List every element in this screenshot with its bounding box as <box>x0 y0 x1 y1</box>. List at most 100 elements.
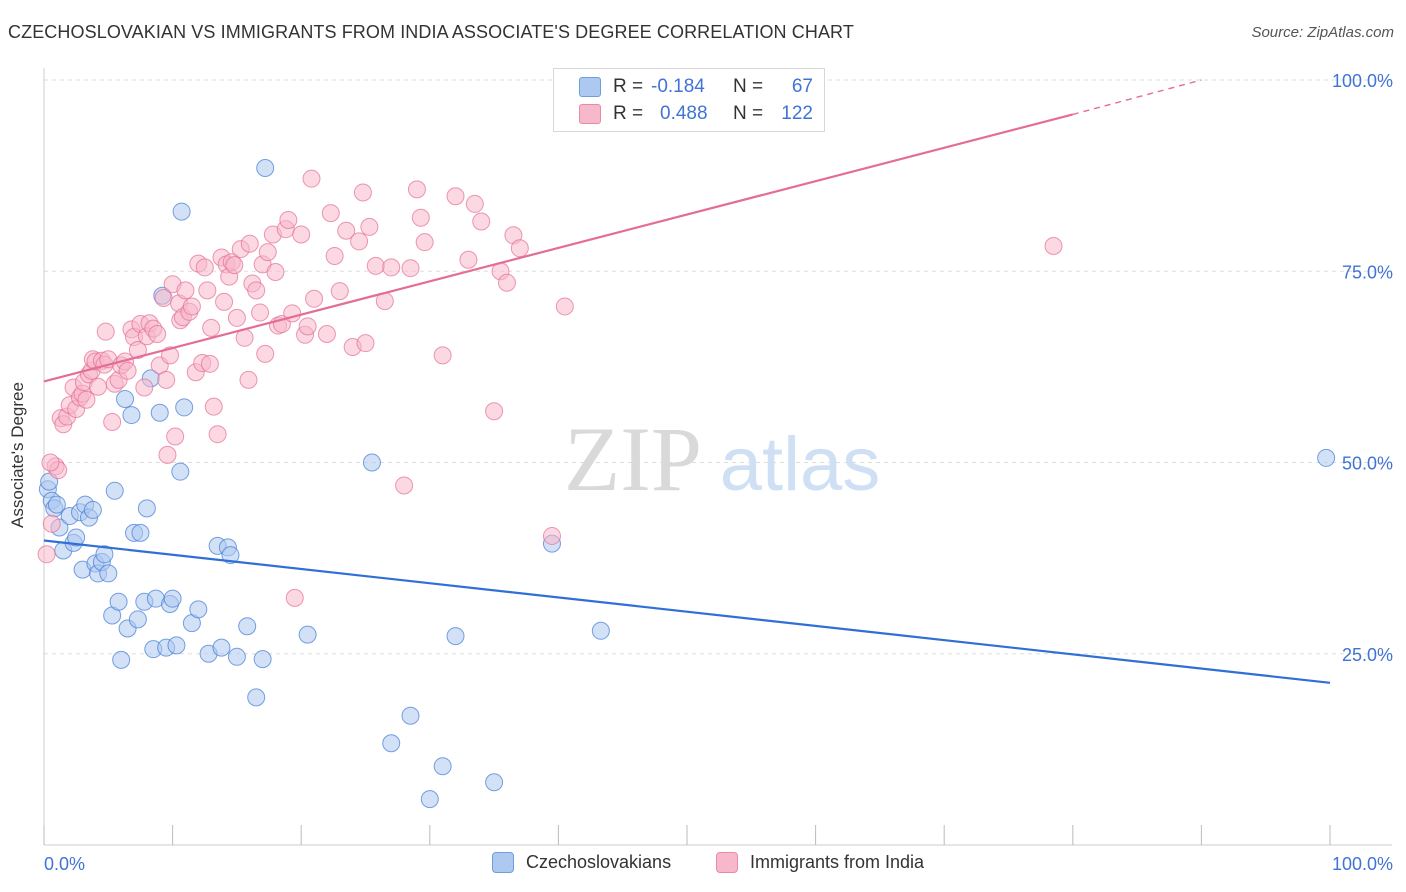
india-point <box>77 390 96 409</box>
zipatlas-watermark: ZIP atlas <box>564 408 880 510</box>
x-tick-label: 100.0% <box>1332 854 1393 874</box>
y-tick-label: 25.0% <box>1342 645 1393 665</box>
india-point <box>37 545 56 564</box>
india-point <box>227 308 246 327</box>
india-point <box>118 361 137 380</box>
india-point <box>258 243 277 262</box>
india-point <box>158 445 177 464</box>
czechoslovakians-point <box>1317 448 1336 467</box>
czechoslovakians-point <box>256 158 275 177</box>
india-point <box>285 588 304 607</box>
trend-lines <box>43 79 1331 684</box>
india-point <box>41 453 60 472</box>
axes <box>43 68 1392 846</box>
czechoslovakians-point <box>99 564 118 583</box>
czechoslovakians-point <box>382 734 401 753</box>
india-points <box>37 169 1063 607</box>
india-point <box>256 344 275 363</box>
india-point <box>350 232 369 251</box>
india-point <box>382 258 401 277</box>
india-point <box>161 346 180 365</box>
czechoslovakians-point <box>446 627 465 646</box>
india-point <box>366 256 385 275</box>
india-point <box>195 258 214 277</box>
india-point <box>148 324 167 343</box>
czechoslovakians-point <box>221 546 240 565</box>
india-point <box>330 282 349 301</box>
czechoslovakians-point <box>67 528 86 547</box>
czechoslovakians-point <box>401 706 420 725</box>
n-label: N = <box>733 76 764 97</box>
stats-legend: R = -0.184 N = 67 R = 0.488 N = 122 <box>553 68 825 132</box>
india-point <box>317 324 336 343</box>
czechoslovakians-point <box>131 523 150 542</box>
r-label: R = <box>613 76 644 97</box>
trend-line-india-extension <box>1072 79 1202 116</box>
india-point <box>215 292 234 311</box>
india-point <box>542 526 561 545</box>
india-point <box>176 281 195 300</box>
india-point <box>555 297 574 316</box>
y-tick-label: 50.0% <box>1342 454 1393 474</box>
india-point <box>302 169 321 188</box>
india-point <box>266 263 285 282</box>
czechoslovakians-point <box>189 600 208 619</box>
legend-item-india[interactable]: Immigrants from India <box>716 852 924 873</box>
india-point <box>356 334 375 353</box>
india-point <box>200 354 219 373</box>
czechoslovakians-point <box>112 650 131 669</box>
india-point <box>298 317 317 336</box>
czechoslovakians-point <box>362 453 381 472</box>
india-point <box>225 256 244 275</box>
india-point <box>485 402 504 421</box>
czechoslovakians-point <box>172 202 191 221</box>
india-point <box>433 346 452 365</box>
x-tick-label: 0.0% <box>44 854 85 874</box>
india-point <box>157 370 176 389</box>
india-point <box>96 322 115 341</box>
czechoslovakians-point <box>298 625 317 644</box>
y-tick-label: 75.0% <box>1342 262 1393 282</box>
source-credit: Source: ZipAtlas.com <box>1251 24 1394 41</box>
india-point <box>472 212 491 231</box>
czechoslovakians-point <box>150 403 169 422</box>
y-tick-labels: 25.0% 50.0% 75.0% 100.0% <box>1332 71 1393 665</box>
czechoslovakians-point <box>95 545 114 564</box>
czechoslovakians-point <box>83 500 102 519</box>
n-value: 122 <box>781 103 813 124</box>
stats-row-india: R = 0.488 N = 122 <box>579 102 813 126</box>
india-point <box>321 204 340 223</box>
india-point <box>135 378 154 397</box>
czechoslovakians-point <box>175 398 194 417</box>
india-point <box>204 397 223 416</box>
chart-title: CZECHOSLOVAKIAN VS IMMIGRANTS FROM INDIA… <box>8 22 854 42</box>
czechoslovakians-point <box>433 757 452 776</box>
czechoslovakians-point <box>227 647 246 666</box>
czechoslovakians-point <box>47 495 66 514</box>
india-point <box>89 377 108 396</box>
legend-label-czechoslovakians: Czechoslovakians <box>526 852 672 872</box>
india-point <box>325 246 344 265</box>
india-point <box>446 187 465 206</box>
czechoslovakians-point <box>137 499 156 518</box>
legend-label-india: Immigrants from India <box>750 852 925 872</box>
czechoslovakians-point <box>247 688 266 707</box>
india-point <box>360 217 379 236</box>
czechoslovakians-point <box>163 589 182 608</box>
stats-row-czechoslovakians: R = -0.184 N = 67 <box>579 75 813 99</box>
trend-line-india <box>43 113 1074 383</box>
czechoslovakians-point <box>253 650 272 669</box>
legend-swatch-czechoslovakians <box>492 852 514 873</box>
czechoslovakians-point <box>591 621 610 640</box>
india-point <box>415 233 434 252</box>
india-point <box>239 370 258 389</box>
czechoslovakians-point <box>105 481 124 500</box>
r-label: R = <box>613 103 644 124</box>
watermark-atlas: atlas <box>720 422 881 507</box>
n-label: N = <box>733 103 764 124</box>
india-point <box>182 297 201 316</box>
czechoslovakians-point <box>485 773 504 792</box>
legend-item-czechoslovakians[interactable]: Czechoslovakians <box>492 852 671 873</box>
trend-line-czechoslovakians <box>43 539 1331 684</box>
